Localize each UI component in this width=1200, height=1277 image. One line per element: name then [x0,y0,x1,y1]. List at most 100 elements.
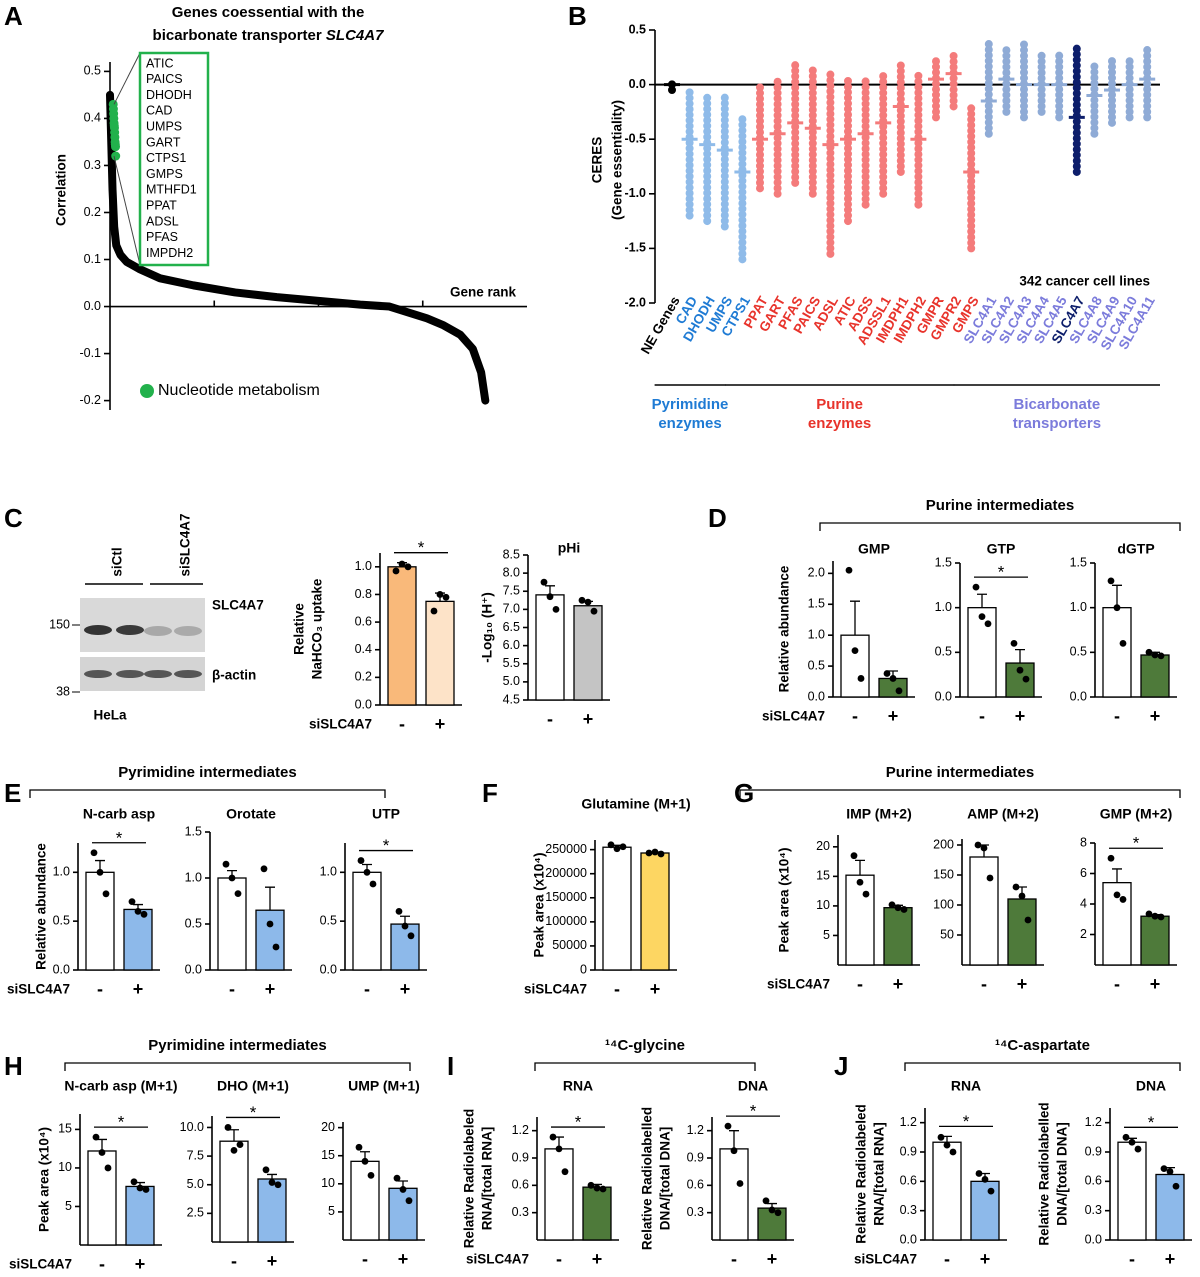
data-point [407,932,415,940]
subplot-title: GMP [858,541,890,557]
highlight-point [111,142,121,152]
data-point [974,841,982,849]
group-label: enzymes [808,415,871,432]
data-point [1157,913,1165,921]
data-point [272,943,280,951]
band [84,625,112,635]
panel-letter: A [4,1,23,31]
error-bar [850,600,860,636]
y-tick-label: 1.2 [1085,1115,1102,1129]
subplot-title: IMP (M+2) [846,806,911,822]
data-point [1151,912,1159,920]
data-point [645,849,653,857]
data-point [949,1148,957,1156]
group-title: Purine intermediates [886,764,1034,781]
subplot-title: N-carb asp (M+1) [64,1078,177,1094]
data-point [657,850,665,858]
error-bar [265,886,275,911]
y-axis-label: Correlation [54,154,69,226]
group-bracket [739,789,1181,798]
data-point [96,868,104,876]
data-point [943,1141,951,1149]
data-point [1145,648,1153,656]
y-tick-label: 0.0 [320,962,337,976]
data-point [369,880,377,888]
y-axis-label: (Gene essentiality) [610,100,625,220]
x-axis-label: siSLC4A7 [854,1252,917,1267]
group-bracket [904,1062,1181,1071]
y-axis-label: Relative Radiolabelled [640,1107,655,1250]
y-tick-label: 0.6 [687,1178,704,1192]
connector [113,155,141,266]
y-tick-label: -2.0 [624,295,646,309]
y-tick-label: 8.5 [503,547,520,561]
significance-label: * [1133,834,1140,853]
y-axis-label: Relative abundance [34,843,49,970]
data-point [393,1174,401,1182]
y-tick-label: 5.5 [503,656,520,670]
bar [257,1178,287,1243]
y-tick-label: 5.0 [503,674,520,688]
x-tick-label: + [1017,974,1028,994]
x-tick-label: - [731,1249,737,1269]
data-point [981,1175,989,1183]
y-tick-label: 0.5 [1070,645,1087,659]
data-point [1022,675,1030,683]
data-point [888,901,896,909]
data-point [862,890,870,898]
data-point [398,560,406,568]
data-point [436,591,444,598]
panel-letter: D [708,503,727,533]
x-tick-label: + [650,979,661,999]
bar [1140,654,1170,698]
data-point [104,1164,112,1172]
cell-line: HeLa [93,708,127,723]
x-tick-label: + [435,714,446,734]
data-point [442,593,450,601]
y-tick-label: 1.0 [1070,600,1087,614]
data-point [987,1187,995,1195]
y-tick-label: 1.0 [355,559,372,573]
data-point [1113,891,1121,899]
data-point [1016,666,1024,674]
y-tick-label: 1.2 [687,1123,704,1137]
data-point [590,607,598,615]
y-tick-label: 0.4 [355,642,372,656]
y-tick-label: 0.9 [687,1150,704,1164]
x-tick-label: + [398,1249,409,1269]
band [84,670,112,678]
data-point [430,607,438,615]
x-tick-label: - [547,709,553,729]
data-point [980,844,988,852]
data-point [578,596,586,604]
bar [1155,1173,1185,1241]
x-tick-label: - [852,706,858,726]
y-tick-label: 100000 [545,914,587,928]
group-bracket [819,522,1181,531]
bar [123,908,153,971]
data-point [136,1184,144,1192]
bar [544,1148,574,1241]
data-point [234,890,242,898]
gene-label: PAICS [146,72,183,86]
data-point [355,1143,363,1151]
data-point [857,675,865,682]
x-tick-label: - [231,1251,237,1271]
y-tick-label: 10 [816,898,830,912]
data-point [1113,604,1121,612]
group-bracket [29,789,386,798]
data-point [1166,1168,1174,1175]
bar [87,1150,117,1246]
subplot-title: Orotate [226,806,276,822]
gene-box [138,51,210,267]
subplot-title: UTP [372,806,400,822]
y-tick-label: 0.9 [900,1144,917,1158]
y-tick-label: 0.0 [808,689,825,703]
y-tick-label: 4 [1080,896,1087,910]
chart-title: bicarbonate transporter SLC4A7 [153,27,385,44]
y-tick-label: 15 [58,1122,72,1136]
panel-letter: I [447,1051,454,1081]
x-tick-label: + [1015,706,1026,726]
x-tick-label: - [857,974,863,994]
subplot-title: pHi [558,540,581,556]
